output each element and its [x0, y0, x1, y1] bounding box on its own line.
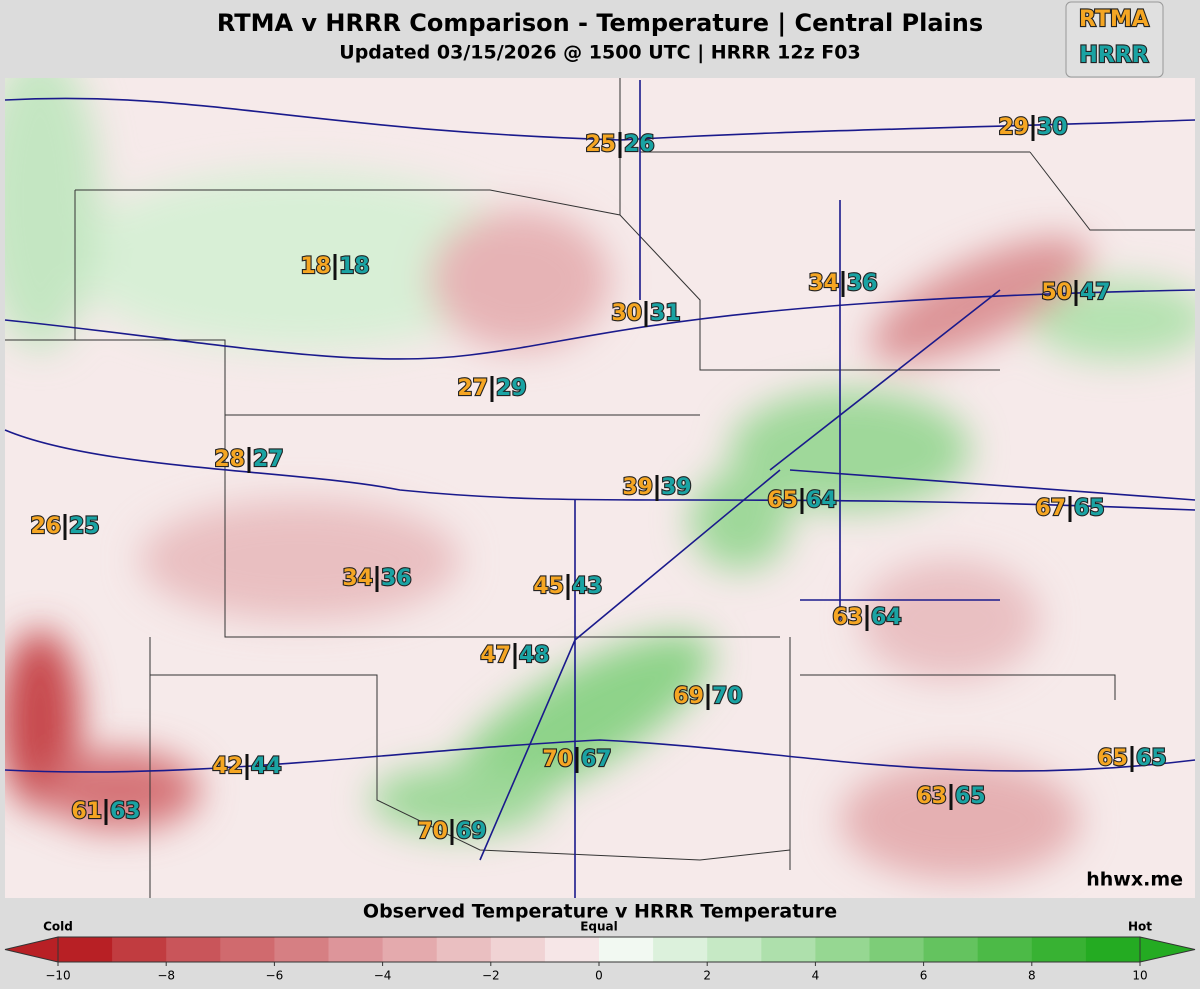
colorbar-bin — [58, 937, 113, 962]
colorbar-bin — [274, 937, 329, 962]
hrrr-value: 65 — [1074, 496, 1105, 521]
colorbar-tick-label: 0 — [595, 969, 603, 983]
rtma-value: 50 — [1041, 280, 1072, 305]
rtma-value: 67 — [1035, 496, 1066, 521]
rtma-value: 26 — [30, 514, 61, 539]
colorbar-bin — [653, 937, 708, 962]
hrrr-value: 18 — [339, 254, 370, 279]
hrrr-value: 31 — [650, 301, 681, 326]
colorbar-bin — [436, 937, 492, 962]
hrrr-value: 36 — [381, 566, 412, 591]
colorbar-tick-label: −6 — [266, 969, 284, 983]
map — [4, 78, 1196, 898]
colorbar-tick-label: 4 — [812, 969, 820, 983]
subtitle: Updated 03/15/2026 @ 1500 UTC | HRRR 12z… — [339, 42, 860, 64]
rtma-value: 39 — [622, 475, 653, 500]
colorbar-bin — [220, 937, 275, 962]
colorbar-bin — [761, 937, 816, 962]
hrrr-value: 36 — [847, 271, 878, 296]
hrrr-value: 64 — [806, 488, 837, 513]
colorbar-tick-label: −4 — [374, 969, 392, 983]
colorbar-bin — [599, 937, 654, 962]
colorbar-bin — [1031, 937, 1087, 962]
colorbar-tick-label: 6 — [920, 969, 928, 983]
colorbar-low-label: Cold — [43, 920, 73, 934]
colorbar-bin — [707, 937, 762, 962]
colorbar-bin — [112, 937, 167, 962]
watermark: hhwx.me — [1086, 869, 1183, 891]
rtma-value: 47 — [480, 643, 511, 668]
hrrr-value: 25 — [69, 514, 100, 539]
colorbar-bin — [1085, 937, 1141, 962]
colorbar-tick-label: −8 — [157, 969, 175, 983]
colorbar-high-label: Hot — [1128, 920, 1152, 934]
rtma-value: 25 — [585, 132, 616, 157]
rtma-value: 27 — [457, 376, 488, 401]
title: RTMA v HRRR Comparison - Temperature | C… — [217, 9, 983, 37]
colorbar-bin — [328, 937, 384, 962]
colorbar-bin — [166, 937, 221, 962]
hrrr-value: 47 — [1080, 280, 1111, 305]
colorbar-bin — [490, 937, 546, 962]
legend-box — [1065, 1, 1164, 78]
hrrr-value: 70 — [712, 684, 743, 709]
colorbar-bin — [382, 937, 438, 962]
colorbar-tick-label: 2 — [703, 969, 711, 983]
colorbar-bin — [977, 937, 1033, 962]
rtma-value: 34 — [342, 566, 373, 591]
colorbar-mid-label: Equal — [580, 920, 618, 934]
rtma-value: 63 — [832, 605, 863, 630]
hrrr-value: 43 — [572, 574, 603, 599]
colorbar-tick-label: 8 — [1028, 969, 1036, 983]
rtma-value: 70 — [542, 747, 573, 772]
colorbar-bin — [815, 937, 870, 962]
rtma-value: 69 — [673, 684, 704, 709]
rtma-value: 18 — [300, 254, 331, 279]
colorbar-bin — [923, 937, 979, 962]
rtma-value: 65 — [767, 488, 798, 513]
hrrr-value: 29 — [496, 376, 527, 401]
legend-rtma: RTMA — [1079, 7, 1149, 32]
colorbar-arrow-low — [4, 936, 59, 963]
hrrr-value: 63 — [110, 799, 141, 824]
hrrr-value: 39 — [661, 475, 692, 500]
hrrr-value: 64 — [871, 605, 902, 630]
hrrr-value: 27 — [253, 447, 284, 472]
rtma-value: 63 — [916, 784, 947, 809]
rtma-value: 29 — [998, 115, 1029, 140]
hrrr-value: 26 — [624, 132, 655, 157]
hrrr-value: 48 — [519, 643, 550, 668]
hrrr-value: 65 — [955, 784, 986, 809]
rtma-value: 30 — [611, 301, 642, 326]
hrrr-value: 30 — [1037, 115, 1068, 140]
colorbar-title: Observed Temperature v HRRR Temperature — [363, 901, 837, 923]
hrrr-value: 69 — [456, 819, 487, 844]
colorbar-tick-label: 10 — [1132, 969, 1147, 983]
rtma-value: 42 — [212, 754, 243, 779]
legend-hrrr: HRRR — [1079, 43, 1148, 68]
rtma-value: 45 — [533, 574, 564, 599]
colorbar-tick-label: −10 — [45, 969, 70, 983]
colorbar-bin — [544, 937, 600, 962]
rtma-value: 65 — [1097, 746, 1128, 771]
hrrr-value: 44 — [251, 754, 282, 779]
hrrr-value: 67 — [581, 747, 612, 772]
colorbar-arrow-high — [1139, 936, 1196, 963]
hrrr-value: 65 — [1136, 746, 1167, 771]
rtma-value: 34 — [808, 271, 839, 296]
rtma-value: 28 — [214, 447, 245, 472]
colorbar-tick-label: −2 — [482, 969, 500, 983]
colorbar-bin — [869, 937, 925, 962]
rtma-value: 70 — [417, 819, 448, 844]
rtma-value: 61 — [71, 799, 102, 824]
